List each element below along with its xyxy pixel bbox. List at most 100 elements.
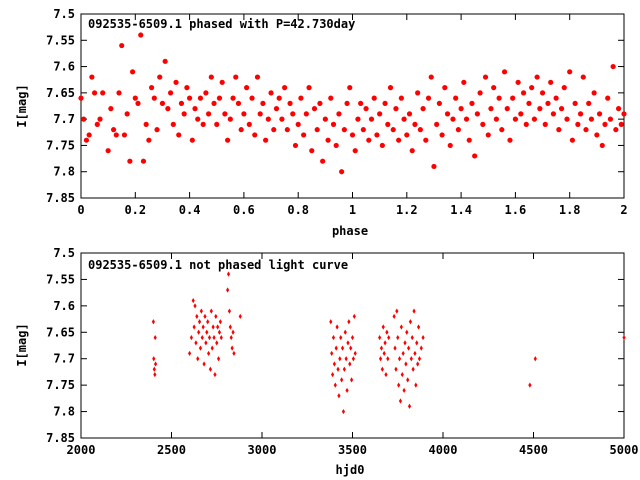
data-point [353, 350, 357, 357]
data-point [352, 313, 356, 320]
data-point [196, 356, 200, 362]
data-point [284, 127, 290, 133]
data-point [533, 356, 537, 362]
data-point [368, 116, 375, 122]
data-point [337, 393, 341, 399]
data-point [605, 95, 611, 101]
data-point [153, 371, 157, 378]
data-point [392, 313, 396, 320]
data-point [100, 90, 106, 96]
data-point [408, 319, 413, 325]
data-point [398, 398, 403, 404]
chart-title-unphased: 092535-6509.1 not phased light curve [88, 258, 348, 272]
data-point [333, 142, 339, 149]
data-point [416, 324, 421, 330]
data-point [330, 121, 337, 127]
data-point [507, 137, 513, 143]
data-point [124, 111, 130, 117]
data-point [621, 111, 627, 117]
data-point [268, 90, 274, 96]
data-point [613, 127, 619, 133]
data-point [458, 106, 464, 112]
data-point [453, 95, 459, 101]
data-point [607, 116, 614, 122]
data-point [218, 319, 222, 325]
phased-light-curve-plot: 092535-6509.1 phased with P=42.730day ph… [15, 7, 628, 238]
data-point [287, 100, 293, 106]
data-point [537, 106, 543, 112]
data-point [586, 100, 592, 106]
data-point [152, 366, 156, 372]
data-point [216, 356, 221, 362]
data-point [154, 127, 160, 133]
data-point [211, 100, 217, 106]
data-point [213, 371, 217, 378]
data-point [610, 63, 616, 70]
data-point [271, 127, 277, 133]
data-point [322, 116, 328, 122]
x-tick-label: 0.2 [124, 203, 146, 217]
data-point [444, 111, 451, 117]
data-point [450, 116, 456, 122]
data-point [206, 111, 212, 117]
x-tick-label: 1.2 [396, 203, 418, 217]
data-point [352, 148, 358, 154]
data-point [129, 69, 136, 75]
data-point [94, 121, 100, 127]
data-point [482, 74, 489, 80]
data-point [347, 85, 353, 91]
y-tick-label: 7.5 [53, 246, 75, 260]
data-point [330, 371, 335, 378]
data-point [338, 356, 342, 362]
data-point [263, 137, 269, 143]
data-point [431, 163, 437, 170]
data-point [349, 132, 356, 138]
data-point [428, 74, 434, 80]
data-point [328, 95, 334, 101]
data-point [491, 85, 497, 91]
data-point [219, 79, 225, 85]
data-point [493, 116, 499, 122]
data-point [561, 85, 567, 91]
x-tick-label: 4500 [519, 443, 548, 457]
data-point [110, 127, 117, 133]
x-tick-label: 0 [77, 203, 84, 217]
data-point [232, 350, 236, 357]
x-tick-label: 1.4 [450, 203, 472, 217]
data-point [205, 329, 209, 335]
data-point [206, 319, 210, 325]
data-point [336, 366, 340, 372]
data-point [396, 137, 402, 143]
y-tick-label: 7.65 [46, 86, 75, 100]
data-point [178, 100, 185, 106]
data-point [499, 127, 505, 133]
data-point [539, 90, 546, 96]
data-point [298, 95, 304, 101]
data-point [534, 74, 540, 80]
data-point [406, 377, 410, 383]
data-point [350, 334, 355, 341]
data-point [366, 137, 372, 143]
data-point [344, 100, 350, 106]
data-point [159, 100, 166, 106]
data-point [230, 95, 236, 101]
data-point [409, 148, 415, 154]
y-tick-label: 7.75 [46, 378, 75, 392]
data-point [191, 297, 195, 304]
data-point [254, 74, 261, 80]
data-point [203, 90, 209, 96]
y-tick-label: 7.8 [53, 405, 75, 419]
data-point [421, 334, 425, 341]
data-point [339, 334, 343, 341]
data-point [222, 111, 228, 117]
data-point [417, 356, 422, 362]
data-point [238, 313, 242, 320]
data-point [382, 100, 388, 106]
data-point [197, 329, 201, 335]
data-point [436, 100, 442, 106]
data-point [184, 85, 190, 91]
data-point [385, 329, 389, 335]
data-point [116, 90, 122, 96]
data-point [520, 90, 527, 96]
data-point [548, 79, 554, 85]
